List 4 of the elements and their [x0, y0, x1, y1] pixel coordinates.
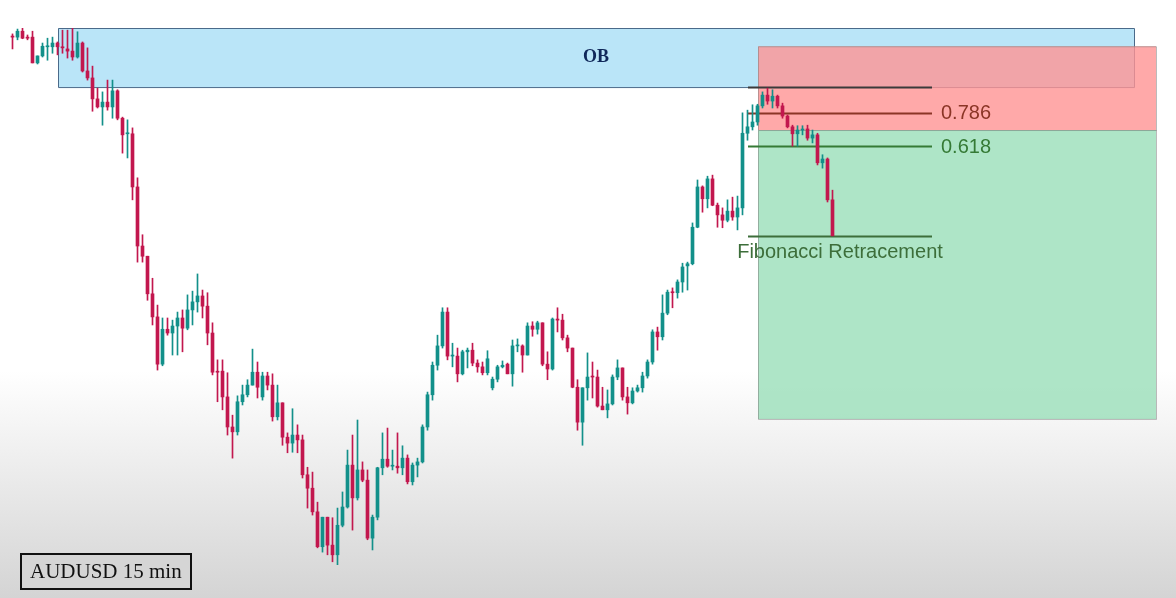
- band-label: OB: [582, 46, 610, 67]
- text: 0.618: [941, 134, 992, 157]
- text: 0.786: [941, 101, 992, 124]
- annotation: AUDUSD 15 min: [20, 553, 192, 590]
